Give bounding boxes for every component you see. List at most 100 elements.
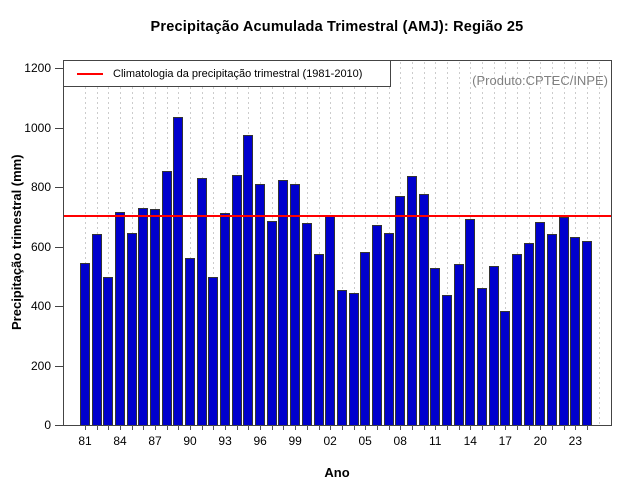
legend-line-swatch: [77, 72, 103, 75]
gridline: [213, 62, 215, 425]
x-tick-label: 05: [358, 434, 372, 448]
gridline: [493, 62, 495, 425]
x-tick: [516, 425, 518, 430]
x-tick: [330, 425, 332, 430]
y-tick-label: 800: [30, 180, 51, 194]
x-tick: [376, 425, 378, 430]
gridline: [458, 62, 460, 425]
x-tick: [295, 425, 297, 430]
x-tick: [143, 425, 145, 430]
x-tick: [85, 425, 86, 430]
bar-23: [570, 237, 581, 425]
bar-07: [383, 232, 394, 425]
y-tick: [55, 246, 63, 248]
x-tick: [190, 425, 192, 430]
bar-11: [430, 268, 441, 425]
gridline: [516, 62, 518, 425]
gridline: [505, 62, 507, 425]
x-tick: [283, 425, 285, 430]
x-tick-label: 17: [498, 434, 512, 448]
x-tick: [458, 425, 460, 430]
y-tick: [55, 127, 63, 129]
x-tick-label: 90: [183, 434, 197, 448]
bar-24: [582, 241, 593, 425]
gridline: [318, 62, 320, 425]
x-tick: [505, 425, 507, 430]
x-tick: [446, 425, 448, 430]
y-tick-label: 0: [44, 418, 51, 432]
bar-89: [173, 117, 184, 425]
bar-04: [348, 292, 359, 425]
bar-18: [511, 253, 522, 425]
y-tick: [55, 365, 63, 367]
x-axis-title: Ano: [324, 465, 350, 480]
bar-09: [406, 176, 417, 425]
legend-label: Climatologia da precipitação trimestral …: [113, 67, 363, 80]
gridline: [446, 62, 448, 425]
x-tick-label: 99: [288, 434, 302, 448]
bar-99: [290, 184, 301, 425]
x-tick: [201, 425, 203, 430]
x-tick: [178, 425, 180, 430]
bar-12: [441, 295, 452, 425]
x-tick: [131, 425, 133, 430]
x-tick: [225, 425, 227, 430]
x-tick: [306, 425, 308, 430]
x-tick: [470, 425, 472, 430]
gridline: [365, 62, 367, 425]
x-tick: [587, 425, 589, 430]
plot-area: [63, 60, 612, 426]
x-tick-label: 84: [113, 434, 127, 448]
bar-81: [80, 262, 90, 425]
x-tick: [341, 425, 343, 430]
x-tick-label: 14: [463, 434, 477, 448]
y-tick: [55, 306, 63, 307]
gridline: [481, 62, 483, 425]
y-tick: [55, 187, 63, 188]
x-tick-label: 20: [533, 434, 547, 448]
gridline: [341, 62, 343, 425]
bar-02: [325, 216, 336, 425]
bar-17: [500, 311, 511, 425]
gridline: [353, 62, 355, 425]
x-tick: [353, 425, 355, 430]
x-tick: [120, 425, 122, 430]
x-tick: [540, 425, 542, 430]
bar-14: [465, 218, 476, 425]
climatology-line: [64, 215, 611, 218]
gridline: [190, 62, 192, 425]
x-tick: [435, 425, 437, 430]
y-tick: [55, 68, 63, 69]
bar-98: [278, 180, 289, 425]
x-tick: [365, 425, 367, 430]
y-tick-label: 1000: [24, 120, 51, 135]
bar-22: [558, 217, 569, 425]
x-tick-label: 23: [568, 434, 583, 448]
bar-15: [476, 287, 487, 425]
bar-08: [395, 195, 406, 425]
x-tick: [563, 425, 565, 430]
x-tick: [411, 425, 413, 430]
bar-86: [138, 207, 149, 425]
bar-16: [488, 266, 499, 425]
x-tick-label: 81: [78, 434, 92, 448]
source-note: (Produto:CPTEC/INPE): [472, 73, 608, 88]
x-tick: [155, 425, 157, 430]
bar-03: [336, 289, 347, 425]
gridline: [598, 62, 600, 425]
bar-19: [523, 243, 534, 425]
y-tick: [55, 425, 63, 426]
bar-90: [185, 257, 196, 425]
x-tick: [236, 425, 238, 430]
bar-92: [208, 277, 219, 425]
gridline: [108, 62, 110, 425]
bar-13: [453, 263, 464, 425]
x-tick: [108, 425, 110, 430]
bar-87: [150, 209, 161, 425]
bar-83: [103, 277, 114, 425]
gridline: [85, 62, 86, 425]
bar-91: [196, 177, 207, 425]
y-tick-label: 200: [30, 358, 51, 373]
x-tick-label: 08: [393, 434, 407, 448]
